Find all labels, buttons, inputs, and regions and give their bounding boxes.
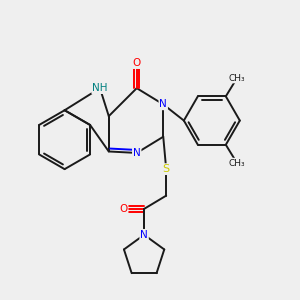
Text: O: O: [119, 204, 128, 214]
Text: N: N: [133, 148, 141, 158]
Text: O: O: [133, 58, 141, 68]
Text: N: N: [159, 99, 167, 110]
Text: N: N: [140, 230, 148, 240]
Text: CH₃: CH₃: [229, 74, 245, 82]
Text: NH: NH: [92, 83, 108, 93]
Text: S: S: [163, 164, 170, 174]
Text: CH₃: CH₃: [229, 158, 245, 167]
